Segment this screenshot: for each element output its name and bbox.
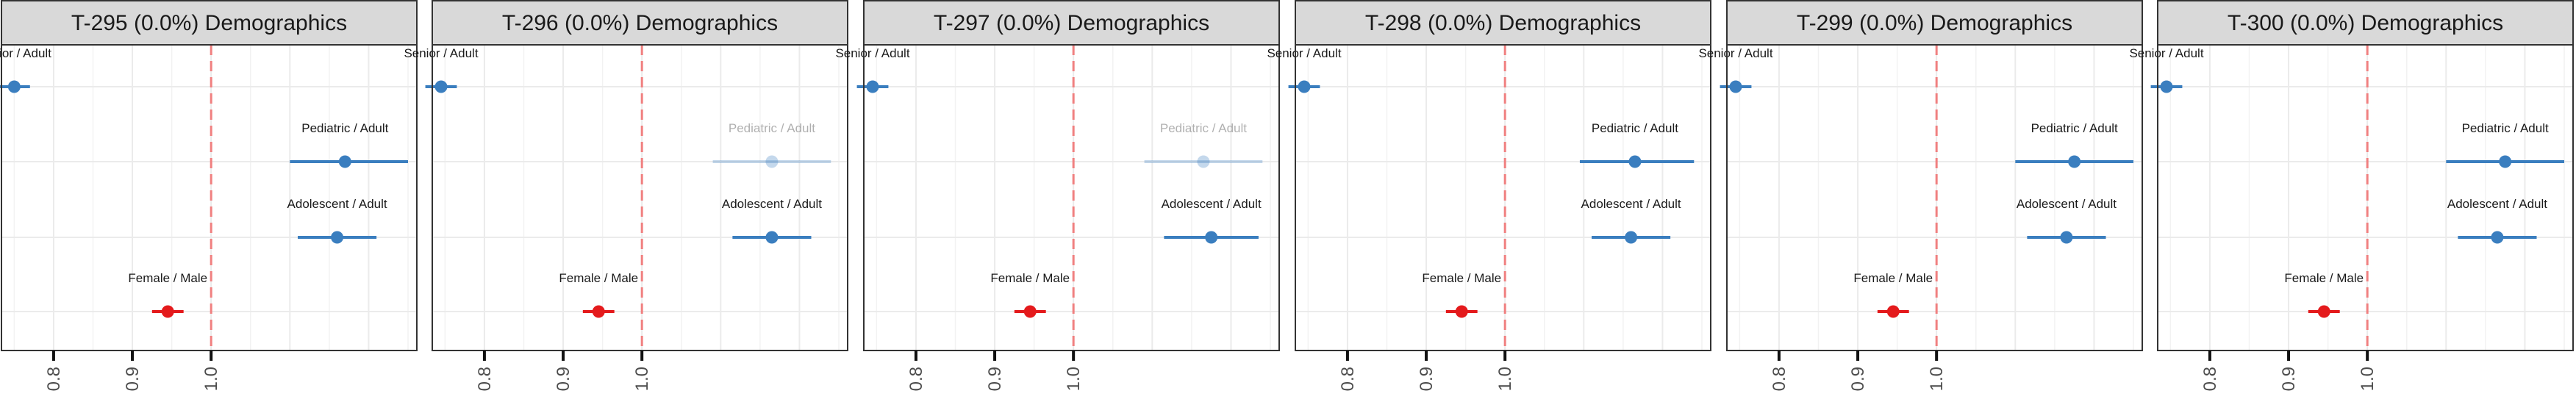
point-label: Female / Male — [2284, 271, 2364, 285]
facet-panel: T-296 (0.0%) Demographics Senior / Adult P… — [404, 0, 848, 391]
axis-tick-label: 0.8 — [475, 367, 495, 391]
facet-panel: T-295 (0.0%) Demographics Senior / Adult P… — [0, 0, 418, 391]
axis-tick-label: 0.8 — [906, 367, 926, 391]
facet-title: T-296 (0.0%) Demographics — [502, 11, 778, 35]
point-estimate — [592, 305, 605, 318]
facet-title: T-297 (0.0%) Demographics — [934, 11, 1209, 35]
point-estimate — [2068, 155, 2081, 168]
point-estimate — [434, 80, 448, 93]
facet-title: T-298 (0.0%) Demographics — [1365, 11, 1641, 35]
facet-strip — [1726, 0, 2143, 46]
axis-tick-label: 0.8 — [2200, 367, 2220, 391]
point-label: Female / Male — [1422, 271, 1501, 285]
point-label: Adolescent / Adult — [1162, 197, 1262, 211]
facet-title: T-295 (0.0%) Demographics — [71, 11, 347, 35]
point-estimate — [331, 231, 344, 244]
point-label: Female / Male — [990, 271, 1070, 285]
panel-border — [432, 44, 848, 351]
point-estimate — [161, 305, 174, 318]
point-estimate — [2499, 155, 2512, 168]
axis-tick-label: 0.9 — [1417, 367, 1437, 391]
axis-tick-label: 1.0 — [1495, 367, 1515, 391]
point-estimate — [338, 155, 351, 168]
point-estimate — [2491, 231, 2504, 244]
facet-panel: T-297 (0.0%) Demographics Senior / Adult P… — [835, 0, 1280, 391]
point-label: Female / Male — [559, 271, 638, 285]
point-estimate — [1205, 231, 1218, 244]
point-label: Adolescent / Adult — [2447, 197, 2547, 211]
axis-tick-label: 1.0 — [201, 367, 221, 391]
point-label: Adolescent / Adult — [287, 197, 387, 211]
point-label: Pediatric / Adult — [729, 121, 815, 135]
point-estimate — [2317, 305, 2330, 318]
plot-background — [1, 45, 417, 351]
point-estimate — [2060, 231, 2073, 244]
axis-tick-label: 0.9 — [554, 367, 573, 391]
point-estimate — [1023, 305, 1037, 318]
facet-panel: T-299 (0.0%) Demographics Senior / Adult P… — [1698, 0, 2143, 391]
point-estimate — [1455, 305, 1468, 318]
point-label: Adolescent / Adult — [1581, 197, 1681, 211]
axis-tick-label: 1.0 — [1064, 367, 1084, 391]
axis-tick-label: 0.9 — [985, 367, 1005, 391]
plot-background — [1727, 45, 2142, 351]
panel-border — [2157, 44, 2574, 351]
plot-background — [2158, 45, 2573, 351]
point-estimate — [1628, 155, 1642, 168]
axis-tick-label: 0.8 — [1338, 367, 1358, 391]
facet-panel: T-300 (0.0%) Demographics Senior / Adult P… — [2129, 0, 2574, 391]
axis-tick-label: 1.0 — [1927, 367, 1947, 391]
panel-border — [1726, 44, 2143, 351]
facet-strip — [1, 0, 418, 46]
point-estimate — [765, 155, 779, 168]
axis-tick-label: 0.8 — [1770, 367, 1789, 391]
point-estimate — [1197, 155, 1210, 168]
facet-strip — [432, 0, 848, 46]
plot-background — [1295, 45, 1711, 351]
facet-title: T-300 (0.0%) Demographics — [2228, 11, 2503, 35]
axis-tick-label: 0.9 — [2279, 367, 2299, 391]
axis-tick-label: 1.0 — [632, 367, 652, 391]
facet-strip — [863, 0, 1280, 46]
point-estimate — [866, 80, 879, 93]
axis-tick-label: 1.0 — [2358, 367, 2378, 391]
point-label: Senior / Adult — [404, 46, 478, 60]
point-label: Adolescent / Adult — [2017, 197, 2117, 211]
panel-border — [1, 44, 418, 351]
point-label: Senior / Adult — [0, 46, 51, 60]
point-label: Senior / Adult — [835, 46, 909, 60]
point-label: Senior / Adult — [1267, 46, 1341, 60]
panel-border — [863, 44, 1280, 351]
axis-tick-label: 0.8 — [44, 367, 64, 391]
panel-border — [1295, 44, 1711, 351]
axis-tick-label: 0.9 — [123, 367, 143, 391]
plot-background — [432, 45, 848, 351]
facet-panel: T-298 (0.0%) Demographics Senior / Adult P… — [1267, 0, 1711, 391]
point-label: Pediatric / Adult — [301, 121, 388, 135]
point-estimate — [1729, 80, 1742, 93]
point-estimate — [1625, 231, 1638, 244]
point-estimate — [2160, 80, 2173, 93]
point-label: Pediatric / Adult — [1160, 121, 1247, 135]
point-label: Adolescent / Adult — [722, 197, 822, 211]
plot-background — [864, 45, 1279, 351]
point-estimate — [1298, 80, 1311, 93]
point-label: Senior / Adult — [2129, 46, 2203, 60]
facet-title: T-299 (0.0%) Demographics — [1797, 11, 2072, 35]
point-estimate — [765, 231, 779, 244]
point-label: Female / Male — [128, 271, 207, 285]
point-label: Female / Male — [1853, 271, 1933, 285]
point-estimate — [7, 80, 21, 93]
point-label: Senior / Adult — [1698, 46, 1772, 60]
point-label: Pediatric / Adult — [2462, 121, 2549, 135]
point-label: Pediatric / Adult — [2031, 121, 2118, 135]
axis-tick-label: 0.9 — [1848, 367, 1868, 391]
facet-strip — [1295, 0, 1711, 46]
point-estimate — [1886, 305, 1900, 318]
point-label: Pediatric / Adult — [1592, 121, 1678, 135]
